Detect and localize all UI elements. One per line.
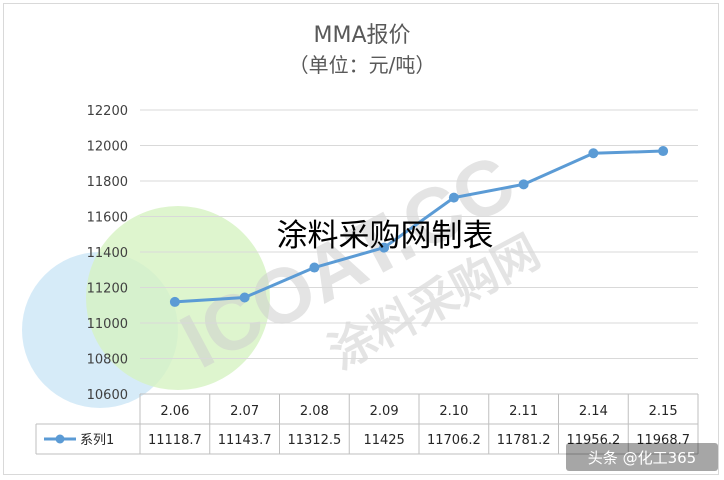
value-label: 11312.5 [287,433,341,448]
y-tick-label: 12200 [87,104,128,119]
y-tick-label: 10600 [87,388,128,403]
value-label: 11781.2 [497,433,551,448]
data-point [448,192,459,203]
value-label: 11425 [363,433,404,448]
y-tick-label: 12000 [87,140,128,155]
series-line [169,146,669,307]
y-tick-label: 11400 [87,246,128,261]
data-point [658,146,669,157]
data-point [588,148,599,159]
data-point [309,262,320,273]
footer-badge: 头条 @化工365 [566,443,718,471]
category-label: 2.08 [300,404,329,419]
y-tick-label: 11000 [87,317,128,332]
value-label: 11956.2 [566,433,620,448]
category-label: 2.06 [160,404,189,419]
chart-subtitle: （单位：元/吨） [289,53,436,77]
value-label: 11706.2 [427,433,481,448]
category-label: 2.11 [509,404,538,419]
y-tick-label: 11800 [87,175,128,190]
data-point [518,179,529,190]
data-table: 2.06 11118.7 2.07 11143.7 2.08 11312.5 2.09 114… [35,393,699,455]
data-point [239,292,250,303]
y-tick-label: 10800 [87,353,128,368]
value-label: 11143.7 [218,433,272,448]
overlay-caption: 涂料采购网制表 [277,218,494,254]
category-label: 2.09 [370,404,399,419]
category-label: 2.15 [649,404,678,419]
y-tick-label: 11200 [87,282,128,297]
legend-series-name: 系列1 [80,433,114,448]
data-point [169,296,180,307]
series-line-path [174,149,664,304]
value-label: 11118.7 [148,433,202,448]
category-label: 2.14 [579,404,608,419]
legend-point-marker [55,434,65,444]
category-label: 2.07 [230,404,259,419]
y-tick-label: 11600 [87,211,128,226]
category-label: 2.10 [439,404,468,419]
chart-title: MMA报价 [313,23,410,48]
y-axis: 10600 10800 11000 11200 11400 11600 11800 12000… [87,104,128,403]
data-point [379,242,390,253]
value-label: 11968.7 [636,433,690,448]
footer-text: 头条 @化工365 [588,449,696,467]
